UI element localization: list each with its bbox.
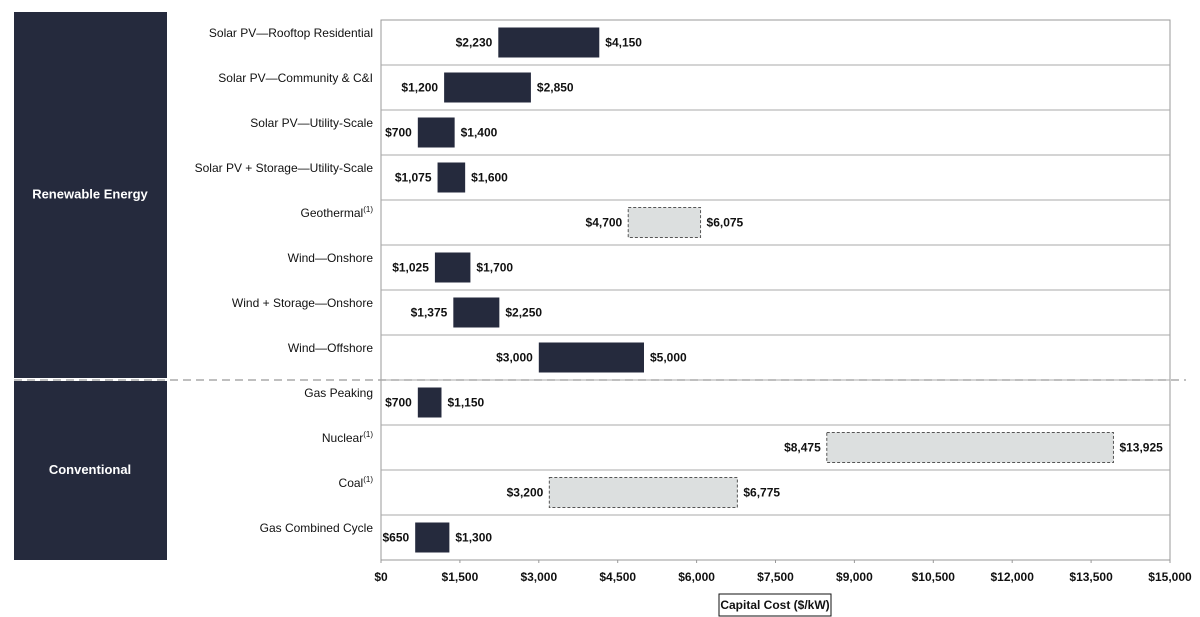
x-axis-label: Capital Cost ($/kW) [720,598,829,612]
range-bar [498,27,600,58]
x-axis-label-box [718,593,832,617]
range-bar [627,207,702,238]
range-bar [538,342,644,373]
range-bar [415,522,450,553]
high-label: $1,400 [461,126,498,140]
x-tick-label: $13,500 [1069,570,1113,584]
x-tick-label: $6,000 [678,570,715,584]
footnote-mark: (1) [363,430,373,439]
category-name: Wind—Onshore [288,251,374,265]
x-tick-label: $10,500 [912,570,956,584]
low-label: $1,075 [395,171,432,185]
x-tick-label: $7,500 [757,570,794,584]
category-name: Solar PV + Storage—Utility-Scale [195,161,374,175]
low-label: $700 [385,126,412,140]
x-tick-label: $4,500 [599,570,636,584]
high-label: $5,000 [650,351,687,365]
high-label: $1,150 [447,396,484,410]
high-label: $1,700 [476,261,513,275]
category-label: Wind—Offshore [288,341,373,355]
x-tick-label: $9,000 [836,570,873,584]
category-name: Wind—Offshore [288,341,373,355]
high-label: $6,775 [743,486,780,500]
high-label: $4,150 [605,36,642,50]
low-label: $4,700 [586,216,623,230]
range-bar [826,432,1114,463]
x-tick-label: $15,000 [1148,570,1192,584]
range-bar [444,72,531,103]
low-label: $1,200 [401,81,438,95]
footnote-mark: (1) [363,475,373,484]
category-label: Wind + Storage—Onshore [232,296,373,310]
range-bar [434,252,471,283]
category-label: Wind—Onshore [288,251,374,265]
category-label: Nuclear(1) [322,430,373,445]
category-name: Gas Combined Cycle [260,521,374,535]
range-bar [437,162,466,193]
low-label: $1,375 [411,306,448,320]
high-label: $2,250 [505,306,542,320]
low-label: $700 [385,396,412,410]
x-tick-label: $3,000 [520,570,557,584]
category-name: Solar PV—Community & C&I [218,71,373,85]
category-label: Gas Combined Cycle [260,521,374,535]
footnote-mark: (1) [363,205,373,214]
x-tick-label: $0 [374,570,388,584]
range-bar [417,387,442,418]
range-bar [548,477,738,508]
high-label: $2,850 [537,81,574,95]
category-name: Coal [339,476,364,490]
category-name: Geothermal [301,206,364,220]
low-label: $8,475 [784,441,821,455]
high-label: $13,925 [1119,441,1163,455]
category-name: Solar PV—Rooftop Residential [209,26,373,40]
low-label: $3,200 [507,486,544,500]
group-label: Renewable Energy [32,186,148,201]
range-bar [417,117,455,148]
x-tick-label: $12,000 [991,570,1035,584]
low-label: $650 [382,531,409,545]
category-name: Gas Peaking [304,386,373,400]
low-label: $2,230 [456,36,493,50]
range-bar [453,297,500,328]
group-box [14,381,167,560]
category-label: Solar PV—Utility-Scale [250,116,373,130]
x-tick-label: $1,500 [442,570,479,584]
category-name: Solar PV—Utility-Scale [250,116,373,130]
category-label: Solar PV + Storage—Utility-Scale [195,161,374,175]
high-label: $1,600 [471,171,508,185]
category-label: Geothermal(1) [301,205,374,220]
category-label: Gas Peaking [304,386,373,400]
group-label: Conventional [49,462,131,477]
category-name: Wind + Storage—Onshore [232,296,373,310]
low-label: $3,000 [496,351,533,365]
category-label: Solar PV—Community & C&I [218,71,373,85]
category-label: Coal(1) [339,475,374,490]
low-label: $1,025 [392,261,429,275]
high-label: $1,300 [455,531,492,545]
group-box [14,12,167,378]
category-label: Solar PV—Rooftop Residential [209,26,373,40]
high-label: $6,075 [707,216,744,230]
category-name: Nuclear [322,431,363,445]
